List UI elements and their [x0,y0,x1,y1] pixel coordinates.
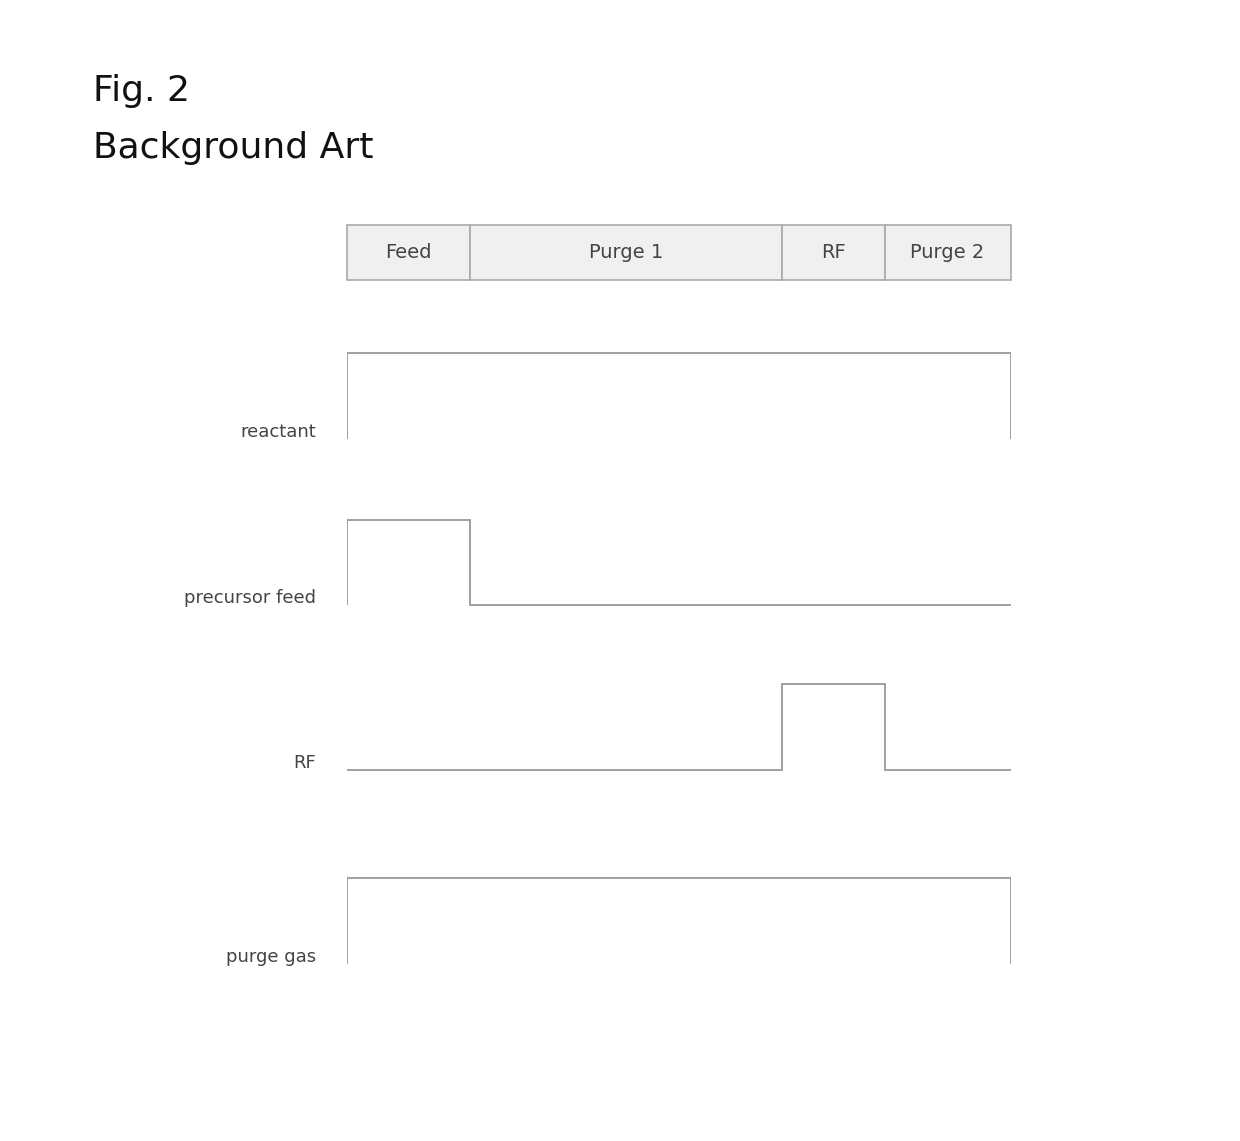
Text: Background Art: Background Art [93,131,373,165]
Bar [347,225,470,280]
Text: RF: RF [294,754,316,771]
Bar [781,225,884,280]
Bar [470,225,781,280]
Text: RF: RF [821,243,846,261]
Text: reactant: reactant [241,423,316,440]
Text: Purge 1: Purge 1 [589,243,663,261]
Bar [884,225,1011,280]
Text: Fig. 2: Fig. 2 [93,74,190,108]
Text: purge gas: purge gas [226,948,316,965]
Text: Feed: Feed [386,243,432,261]
Text: precursor feed: precursor feed [185,590,316,607]
Text: Purge 2: Purge 2 [910,243,985,261]
